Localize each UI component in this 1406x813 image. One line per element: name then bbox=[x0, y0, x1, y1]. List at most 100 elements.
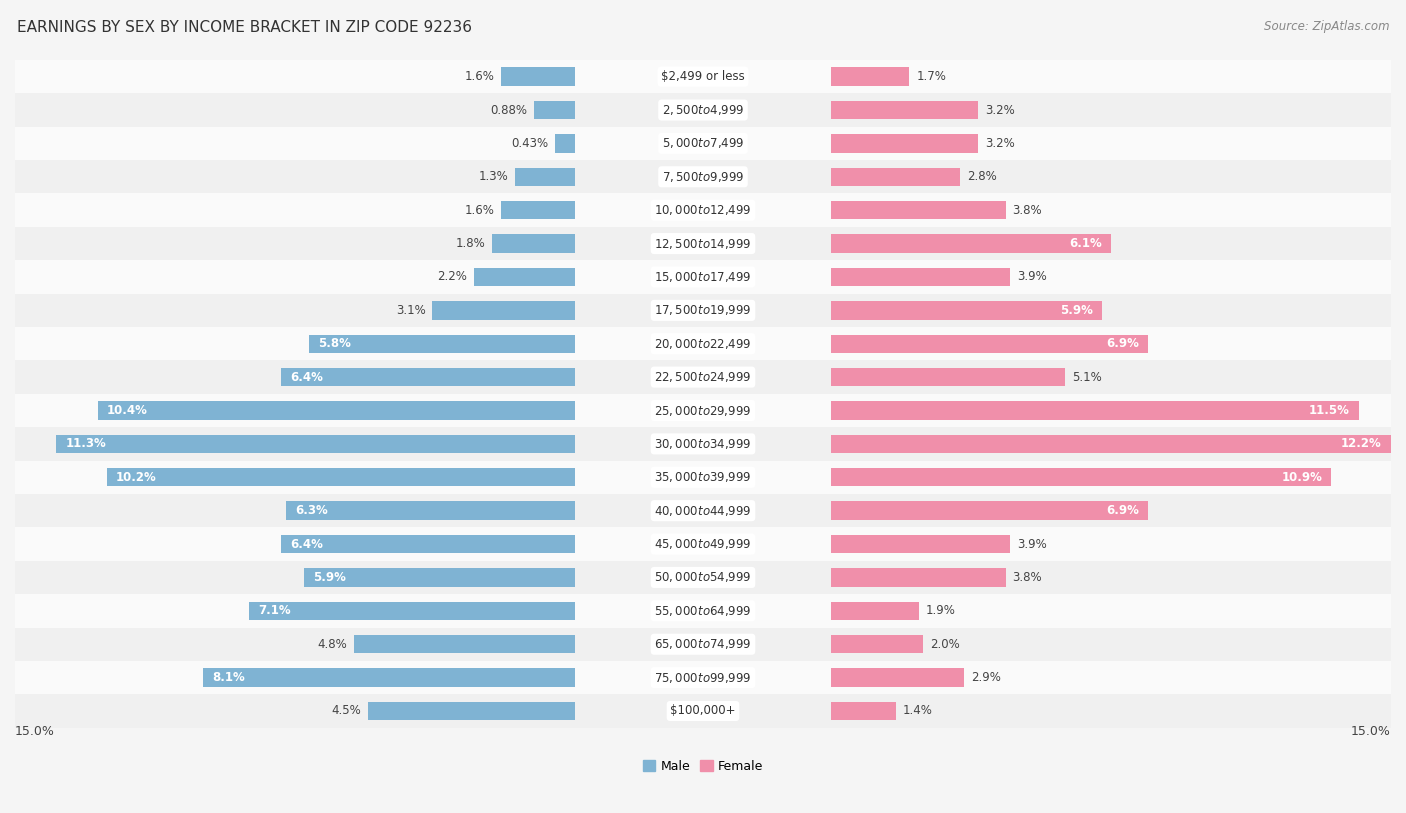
Bar bbox=[281, 368, 575, 386]
Text: Source: ZipAtlas.com: Source: ZipAtlas.com bbox=[1264, 20, 1389, 33]
Bar bbox=[97, 402, 575, 420]
Bar bbox=[831, 134, 979, 153]
Bar bbox=[831, 101, 979, 120]
Bar bbox=[304, 568, 575, 587]
Bar bbox=[0, 461, 1406, 494]
Text: $20,000 to $22,499: $20,000 to $22,499 bbox=[654, 337, 752, 350]
Text: 15.0%: 15.0% bbox=[15, 725, 55, 738]
Text: 1.4%: 1.4% bbox=[903, 705, 932, 718]
Bar bbox=[0, 661, 1406, 694]
Text: 4.5%: 4.5% bbox=[332, 705, 361, 718]
Bar bbox=[107, 468, 575, 486]
Text: 0.43%: 0.43% bbox=[510, 137, 548, 150]
Bar bbox=[0, 694, 1406, 728]
Bar bbox=[308, 334, 575, 353]
Bar bbox=[0, 93, 1406, 127]
Text: $45,000 to $49,999: $45,000 to $49,999 bbox=[654, 537, 752, 551]
Bar bbox=[0, 427, 1406, 461]
Text: 5.9%: 5.9% bbox=[314, 571, 346, 584]
Text: 1.6%: 1.6% bbox=[464, 70, 495, 83]
Bar bbox=[249, 602, 575, 620]
Text: 3.9%: 3.9% bbox=[1017, 537, 1047, 550]
Text: 6.3%: 6.3% bbox=[295, 504, 328, 517]
Bar bbox=[534, 101, 575, 120]
Text: 7.1%: 7.1% bbox=[259, 604, 291, 617]
Text: $2,500 to $4,999: $2,500 to $4,999 bbox=[662, 103, 744, 117]
Text: $55,000 to $64,999: $55,000 to $64,999 bbox=[654, 604, 752, 618]
Bar bbox=[433, 301, 575, 320]
Text: $25,000 to $29,999: $25,000 to $29,999 bbox=[654, 403, 752, 418]
Bar bbox=[0, 393, 1406, 427]
Text: $17,500 to $19,999: $17,500 to $19,999 bbox=[654, 303, 752, 317]
Text: 12.2%: 12.2% bbox=[1341, 437, 1382, 450]
Text: $5,000 to $7,499: $5,000 to $7,499 bbox=[662, 137, 744, 150]
Text: 1.3%: 1.3% bbox=[478, 170, 508, 183]
Text: 1.6%: 1.6% bbox=[464, 204, 495, 217]
Text: 11.3%: 11.3% bbox=[66, 437, 107, 450]
Text: $35,000 to $39,999: $35,000 to $39,999 bbox=[654, 470, 752, 485]
Bar bbox=[831, 368, 1066, 386]
Text: $50,000 to $54,999: $50,000 to $54,999 bbox=[654, 571, 752, 585]
Bar bbox=[831, 535, 1011, 553]
Bar bbox=[831, 301, 1102, 320]
Bar bbox=[0, 293, 1406, 327]
Text: 6.4%: 6.4% bbox=[290, 371, 323, 384]
Bar bbox=[831, 668, 965, 687]
Bar bbox=[281, 535, 575, 553]
Text: $30,000 to $34,999: $30,000 to $34,999 bbox=[654, 437, 752, 451]
Text: $22,500 to $24,999: $22,500 to $24,999 bbox=[654, 370, 752, 384]
Text: 0.88%: 0.88% bbox=[491, 103, 527, 116]
Text: 2.0%: 2.0% bbox=[929, 637, 960, 650]
Text: 1.9%: 1.9% bbox=[925, 604, 955, 617]
Bar bbox=[831, 468, 1331, 486]
Text: 3.1%: 3.1% bbox=[395, 304, 426, 317]
Bar bbox=[831, 267, 1011, 286]
Bar bbox=[831, 602, 918, 620]
Bar bbox=[0, 594, 1406, 628]
Text: $40,000 to $44,999: $40,000 to $44,999 bbox=[654, 504, 752, 518]
Bar bbox=[354, 635, 575, 654]
Bar bbox=[831, 702, 896, 720]
Bar bbox=[501, 67, 575, 86]
Text: 6.9%: 6.9% bbox=[1107, 504, 1139, 517]
Text: 5.9%: 5.9% bbox=[1060, 304, 1092, 317]
Bar bbox=[831, 635, 924, 654]
Bar bbox=[831, 568, 1005, 587]
Bar bbox=[0, 628, 1406, 661]
Text: 6.4%: 6.4% bbox=[290, 537, 323, 550]
Bar bbox=[831, 167, 960, 186]
Legend: Male, Female: Male, Female bbox=[638, 754, 768, 778]
Bar bbox=[0, 327, 1406, 360]
Text: 2.9%: 2.9% bbox=[972, 671, 1001, 684]
Bar bbox=[0, 260, 1406, 293]
Text: $65,000 to $74,999: $65,000 to $74,999 bbox=[654, 637, 752, 651]
Text: 3.9%: 3.9% bbox=[1017, 271, 1047, 284]
Bar bbox=[0, 528, 1406, 561]
Bar bbox=[501, 201, 575, 220]
Text: 4.8%: 4.8% bbox=[318, 637, 347, 650]
Text: $10,000 to $12,499: $10,000 to $12,499 bbox=[654, 203, 752, 217]
Bar bbox=[831, 334, 1147, 353]
Text: $12,500 to $14,999: $12,500 to $14,999 bbox=[654, 237, 752, 250]
Text: 3.2%: 3.2% bbox=[986, 137, 1015, 150]
Text: 6.1%: 6.1% bbox=[1070, 237, 1102, 250]
Text: 15.0%: 15.0% bbox=[1351, 725, 1391, 738]
Bar bbox=[831, 402, 1358, 420]
Bar bbox=[56, 435, 575, 453]
Text: 8.1%: 8.1% bbox=[212, 671, 245, 684]
Bar bbox=[0, 227, 1406, 260]
Text: 10.2%: 10.2% bbox=[115, 471, 156, 484]
Text: 10.9%: 10.9% bbox=[1281, 471, 1322, 484]
Text: $100,000+: $100,000+ bbox=[671, 705, 735, 718]
Text: $7,500 to $9,999: $7,500 to $9,999 bbox=[662, 170, 744, 184]
Text: 3.2%: 3.2% bbox=[986, 103, 1015, 116]
Text: 3.8%: 3.8% bbox=[1012, 204, 1042, 217]
Bar bbox=[831, 234, 1111, 253]
Bar bbox=[0, 60, 1406, 93]
Bar bbox=[0, 127, 1406, 160]
Bar bbox=[831, 502, 1147, 520]
Bar bbox=[202, 668, 575, 687]
Bar bbox=[0, 193, 1406, 227]
Bar bbox=[831, 67, 910, 86]
Text: 2.8%: 2.8% bbox=[967, 170, 997, 183]
